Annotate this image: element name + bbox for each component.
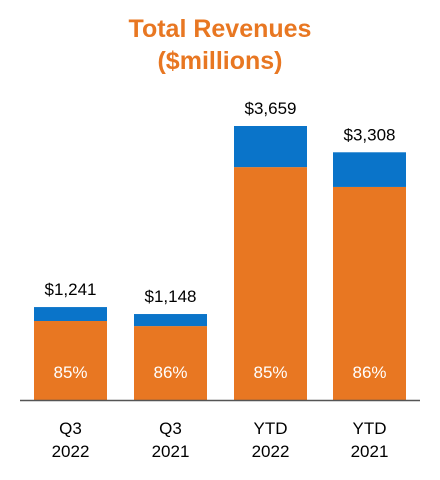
bar-segment-blue-3 bbox=[333, 152, 406, 187]
x-tick-label-0-line-1: Q3 bbox=[59, 419, 82, 438]
x-tick-label-0-line-2: 2022 bbox=[52, 442, 90, 461]
bar-total-label-2: $3,659 bbox=[245, 99, 297, 118]
chart-title-line-1: Total Revenues bbox=[128, 15, 312, 43]
bar-percent-label-3: 86% bbox=[352, 363, 386, 382]
bar-segment-orange-3 bbox=[333, 186, 406, 400]
bar-segment-orange-2 bbox=[234, 167, 307, 400]
bar-percent-label-1: 86% bbox=[153, 363, 187, 382]
x-tick-label-1-line-1: Q3 bbox=[159, 419, 182, 438]
x-tick-label-2-line-1: YTD bbox=[254, 419, 288, 438]
x-tick-label-3-line-2: 2021 bbox=[351, 442, 389, 461]
x-tick-label-2-line-2: 2022 bbox=[252, 442, 290, 461]
bar-segment-orange-0 bbox=[34, 320, 107, 400]
chart-title-line-2: ($millions) bbox=[157, 47, 283, 75]
bar-total-label-3: $3,308 bbox=[344, 125, 396, 144]
bar-segment-orange-1 bbox=[134, 326, 207, 400]
bar-total-label-1: $1,148 bbox=[145, 287, 197, 306]
bar-total-label-0: $1,241 bbox=[45, 280, 97, 299]
bar-percent-label-2: 85% bbox=[253, 363, 287, 382]
bar-percent-label-0: 85% bbox=[53, 363, 87, 382]
x-tick-label-1-line-2: 2021 bbox=[152, 442, 190, 461]
bar-segment-blue-0 bbox=[34, 307, 107, 321]
bar-segment-blue-1 bbox=[134, 314, 207, 327]
bar-segment-blue-2 bbox=[234, 126, 307, 168]
x-tick-label-3-line-1: YTD bbox=[353, 419, 387, 438]
